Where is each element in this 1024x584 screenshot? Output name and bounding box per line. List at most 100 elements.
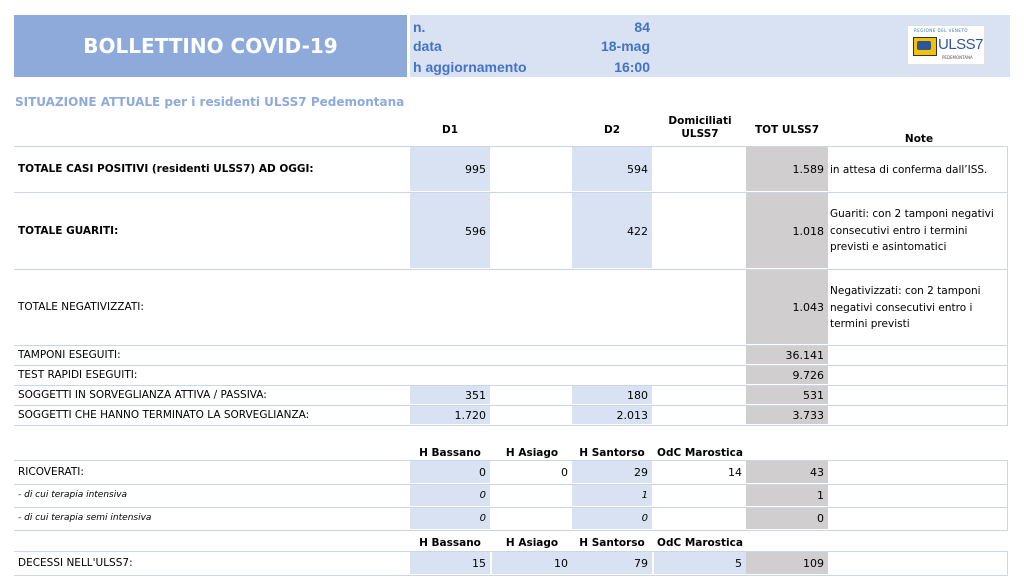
cell-decessi-tot-bg — [746, 552, 828, 574]
col-header-domiciliati-line2: ULSS7 — [681, 128, 719, 140]
logo-name: ULSS7 — [938, 36, 984, 53]
cell-positivi-d1-bg — [410, 147, 490, 191]
cell-intensiva-tot-bg — [746, 485, 828, 506]
col-header-domiciliati: Domiciliati ULSS7 — [654, 115, 746, 141]
cell-guariti-d1-bg — [410, 193, 490, 268]
row-label-terapia-intensiva: - di cui terapia intensiva — [18, 490, 128, 500]
value-negativizzati-tot: 1.043 — [792, 301, 825, 314]
row-label-tamponi: TAMPONI ESEGUITI: — [18, 349, 121, 361]
value-sorveglianza-d1: 351 — [465, 389, 486, 402]
cell-semi-intensiva-santorso-bg — [572, 508, 652, 529]
logo-emblem-icon — [913, 37, 937, 56]
value-guariti-d1: 596 — [465, 225, 486, 238]
update-time-label: h aggiornamento — [413, 59, 527, 75]
table-border — [14, 460, 1008, 461]
cell-negativizzati-tot-bg — [746, 270, 828, 344]
cell-sorveglianza-d2-bg — [572, 386, 652, 404]
value-tamponi-tot: 36.141 — [785, 349, 825, 362]
value-ricoverati-marostica: 14 — [728, 466, 742, 479]
row-label-decessi: DECESSI NELL'ULSS7: — [18, 557, 133, 569]
date-label: data — [413, 38, 442, 54]
table-border — [14, 551, 1008, 552]
table-border — [14, 484, 1008, 485]
value-semi-intensiva-bassano: 0 — [479, 513, 486, 524]
note-negativizzati: Negativizzati: con 2 tamponi negativi co… — [830, 285, 981, 330]
table-border — [14, 425, 1008, 426]
col-header-odc-marostica-2: OdC Marostica — [657, 537, 743, 549]
section-subtitle: SITUAZIONE ATTUALE per i residenti ULSS7… — [15, 95, 405, 109]
cell-ricoverati-tot-bg — [746, 461, 828, 483]
table-border — [14, 507, 1008, 508]
cell-ricoverati-santorso-bg — [572, 461, 652, 483]
value-intensiva-bassano: 0 — [479, 490, 486, 501]
table-border — [1007, 460, 1008, 531]
cell-guariti-d2-bg — [572, 193, 652, 268]
note-guariti: Guariti: con 2 tamponi negativi consecut… — [830, 208, 994, 253]
value-ricoverati-bassano: 0 — [479, 466, 486, 479]
logo-sub-text: PEDEMONTANA — [942, 55, 973, 60]
col-header-h-bassano: H Bassano — [419, 447, 481, 459]
value-decessi-tot: 109 — [803, 557, 824, 570]
cell-intensiva-santorso-bg — [572, 485, 652, 506]
table-border — [14, 575, 1008, 576]
table-border — [14, 345, 1008, 346]
col-header-h-asiago: H Asiago — [505, 447, 559, 459]
logo-region-text: REGIONE DEL VENETO — [914, 28, 969, 33]
table-border — [14, 365, 1008, 366]
value-terminato-tot: 3.733 — [792, 409, 825, 422]
cell-intensiva-bassano-bg — [410, 485, 490, 506]
number-value: 84 — [634, 19, 650, 35]
value-decessi-asiago: 10 — [554, 557, 568, 570]
cell-tamponi-tot-bg — [746, 346, 828, 364]
value-sorveglianza-tot: 531 — [803, 389, 824, 402]
value-semi-intensiva-santorso: 0 — [641, 513, 648, 524]
col-header-tot: TOT ULSS7 — [754, 124, 820, 136]
info-panel — [410, 15, 660, 77]
ulss7-logo: REGIONE DEL VENETO ULSS7 PEDEMONTANA — [907, 25, 985, 65]
value-decessi-santorso: 79 — [634, 557, 648, 570]
cell-decessi-asiago-bg — [492, 552, 572, 574]
table-border — [14, 192, 1008, 193]
cell-semi-intensiva-tot-bg — [746, 508, 828, 529]
update-time-value: 16:00 — [614, 59, 650, 75]
value-guariti-d2: 422 — [627, 225, 648, 238]
table-border — [1007, 146, 1008, 426]
row-label-positivi: TOTALE CASI POSITIVI (residenti ULSS7) A… — [18, 163, 314, 175]
cell-positivi-d2-bg — [572, 147, 652, 191]
value-positivi-tot: 1.589 — [792, 163, 825, 176]
col-header-h-santorso-2: H Santorso — [579, 537, 645, 549]
col-header-d2: D2 — [603, 124, 621, 136]
value-terminato-d1: 1.720 — [454, 409, 487, 422]
cell-guariti-tot-bg — [746, 193, 828, 268]
table-border — [14, 530, 1008, 531]
row-label-sorveglianza: SOGGETTI IN SORVEGLIANZA ATTIVA / PASSIV… — [18, 389, 267, 401]
cell-terminato-tot-bg — [746, 406, 828, 424]
value-semi-intensiva-tot: 0 — [817, 512, 824, 525]
value-decessi-bassano: 15 — [472, 557, 486, 570]
cell-decessi-bassano-bg — [410, 552, 490, 574]
col-header-domiciliati-line1: Domiciliati — [668, 115, 732, 127]
value-ricoverati-asiago: 0 — [561, 466, 568, 479]
table-border — [14, 269, 1008, 270]
cell-positivi-tot-bg — [746, 147, 828, 191]
col-header-h-bassano-2: H Bassano — [419, 537, 481, 549]
cell-decessi-marostica-bg — [654, 552, 746, 574]
value-positivi-d2: 594 — [627, 163, 648, 176]
value-ricoverati-tot: 43 — [810, 466, 824, 479]
value-positivi-d1: 995 — [465, 163, 486, 176]
col-header-d1: D1 — [441, 124, 459, 136]
date-value: 18-mag — [600, 38, 650, 54]
cell-ricoverati-bassano-bg — [410, 461, 490, 483]
cell-sorveglianza-d1-bg — [410, 386, 490, 404]
table-border — [14, 405, 1008, 406]
value-guariti-tot: 1.018 — [792, 225, 825, 238]
value-intensiva-tot: 1 — [817, 489, 824, 502]
value-decessi-marostica: 5 — [735, 557, 742, 570]
bulletin-title: BOLLETTINO COVID-19 — [14, 15, 407, 77]
col-header-odc-marostica: OdC Marostica — [657, 447, 743, 459]
cell-semi-intensiva-bassano-bg — [410, 508, 490, 529]
col-header-note: Note — [904, 133, 934, 145]
cell-terminato-d2-bg — [572, 406, 652, 424]
value-ricoverati-santorso: 29 — [634, 466, 648, 479]
row-label-semi-intensiva: - di cui terapia semi intensiva — [18, 513, 152, 523]
